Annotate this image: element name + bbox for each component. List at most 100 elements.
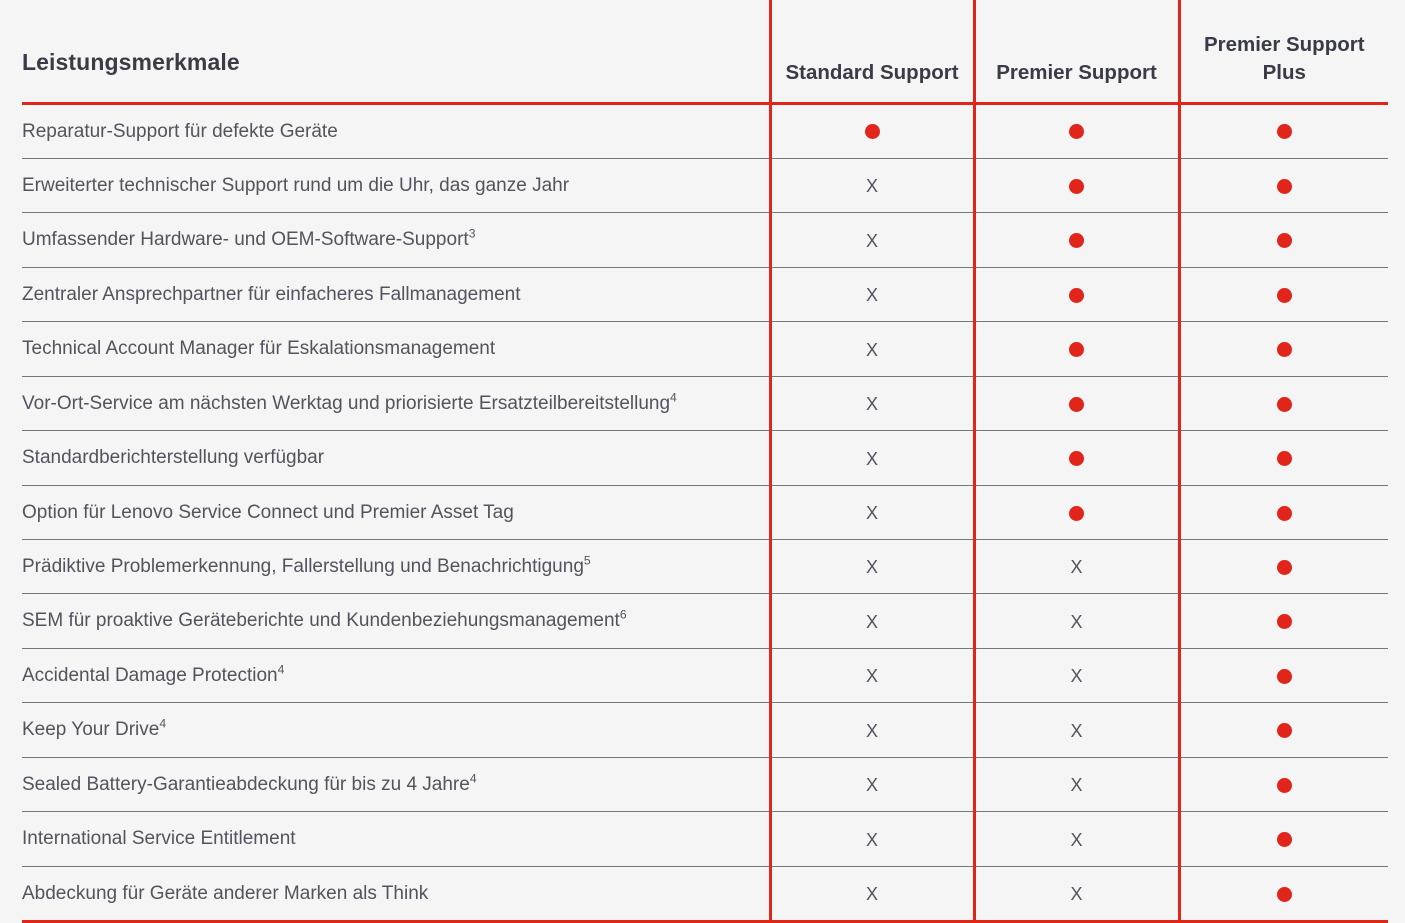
included-dot-icon	[1276, 559, 1292, 575]
cell-standard-support: X	[768, 648, 974, 704]
cell-premier-support-plus	[1177, 702, 1388, 758]
table-row: Option für Lenovo Service Connect und Pr…	[22, 485, 1388, 541]
cell-premier-support-plus	[1177, 811, 1388, 867]
excluded-x-icon: X	[865, 611, 878, 632]
feature-text: Accidental Damage Protection	[22, 664, 278, 686]
cell-standard-support: X	[768, 267, 974, 323]
included-dot-icon	[1276, 287, 1292, 303]
excluded-x-icon: X	[1070, 720, 1083, 741]
table-row: SEM für proaktive Geräteberichte und Kun…	[22, 593, 1388, 649]
included-dot-icon	[864, 124, 880, 140]
cell-standard-support: X	[768, 321, 974, 377]
table-row: Erweiterter technischer Support rund um …	[22, 158, 1388, 214]
feature-text: Keep Your Drive	[22, 719, 160, 741]
excluded-x-icon: X	[865, 176, 878, 197]
included-dot-icon	[1276, 614, 1292, 630]
cell-standard-support: X	[768, 757, 974, 813]
table-row: Accidental Damage Protection4 X X	[22, 648, 1388, 704]
cell-premier-support-plus	[1177, 267, 1388, 323]
header-row: Leistungsmerkmale Standard Support Premi…	[22, 0, 1388, 105]
cell-premier-support	[972, 376, 1179, 432]
footnote-marker: 4	[277, 662, 285, 677]
cell-premier-support-plus	[1177, 321, 1388, 377]
feature-text: Sealed Battery-Garantieabdeckung für bis…	[22, 773, 470, 795]
column-header-standard-support: Standard Support	[768, 0, 974, 105]
included-dot-icon	[1276, 832, 1292, 848]
cell-standard-support: X	[768, 158, 974, 214]
feature-text: Zentraler Ansprechpartner für einfachere…	[22, 283, 521, 305]
excluded-x-icon: X	[865, 884, 878, 905]
feature-text: SEM für proaktive Geräteberichte und Kun…	[22, 610, 620, 632]
feature-label: Accidental Damage Protection4	[22, 648, 770, 704]
cell-premier-support: X	[972, 539, 1179, 595]
excluded-x-icon: X	[865, 666, 878, 687]
cell-standard-support: X	[768, 702, 974, 758]
feature-label: Abdeckung für Geräte anderer Marken als …	[22, 866, 770, 923]
table-row: Zentraler Ansprechpartner für einfachere…	[22, 267, 1388, 323]
excluded-x-icon: X	[1070, 829, 1083, 850]
excluded-x-icon: X	[865, 230, 878, 251]
column-header-premier-support: Premier Support	[972, 0, 1179, 105]
support-plan-comparison-table: Leistungsmerkmale Standard Support Premi…	[22, 0, 1388, 923]
included-dot-icon	[1276, 723, 1292, 739]
feature-text: International Service Entitlement	[22, 828, 296, 850]
cell-standard-support: X	[768, 866, 974, 923]
table-row: Prädiktive Problemerkennung, Fallerstell…	[22, 539, 1388, 595]
table-row: Vor-Ort-Service am nächsten Werktag und …	[22, 376, 1388, 432]
cell-premier-support-plus	[1177, 593, 1388, 649]
cell-premier-support-plus	[1177, 212, 1388, 268]
feature-text: Erweiterter technischer Support rund um …	[22, 174, 570, 196]
feature-label: Sealed Battery-Garantieabdeckung für bis…	[22, 757, 770, 813]
included-dot-icon	[1276, 886, 1292, 902]
feature-label: Option für Lenovo Service Connect und Pr…	[22, 485, 770, 541]
cell-premier-support	[972, 103, 1179, 159]
feature-label: Erweiterter technischer Support rund um …	[22, 158, 770, 214]
included-dot-icon	[1276, 505, 1292, 521]
feature-label: SEM für proaktive Geräteberichte und Kun…	[22, 593, 770, 649]
cell-standard-support: X	[768, 485, 974, 541]
cell-premier-support	[972, 321, 1179, 377]
cell-premier-support: X	[972, 811, 1179, 867]
excluded-x-icon: X	[865, 503, 878, 524]
excluded-x-icon: X	[865, 394, 878, 415]
cell-premier-support-plus	[1177, 430, 1388, 486]
footnote-marker: 3	[468, 227, 476, 242]
cell-premier-support: X	[972, 702, 1179, 758]
excluded-x-icon: X	[865, 720, 878, 741]
excluded-x-icon: X	[865, 775, 878, 796]
feature-label: Vor-Ort-Service am nächsten Werktag und …	[22, 376, 770, 432]
included-dot-icon	[1276, 451, 1292, 467]
column-header-premier-support-plus: Premier Support Plus	[1177, 0, 1388, 105]
cell-premier-support	[972, 485, 1179, 541]
cell-standard-support: X	[768, 212, 974, 268]
cell-premier-support-plus	[1177, 103, 1388, 159]
included-dot-icon	[1069, 124, 1084, 140]
cell-premier-support	[972, 158, 1179, 214]
cell-premier-support-plus	[1177, 376, 1388, 432]
feature-label: Zentraler Ansprechpartner für einfachere…	[22, 267, 770, 323]
cell-premier-support-plus	[1177, 158, 1388, 214]
excluded-x-icon: X	[1070, 557, 1083, 578]
included-dot-icon	[1276, 777, 1292, 793]
footnote-marker: 4	[469, 771, 477, 786]
table-row: Abdeckung für Geräte anderer Marken als …	[22, 866, 1388, 923]
included-dot-icon	[1069, 396, 1084, 412]
included-dot-icon	[1069, 287, 1084, 303]
feature-text: Vor-Ort-Service am nächsten Werktag und …	[22, 392, 671, 414]
cell-standard-support: X	[768, 539, 974, 595]
table-body: Reparatur-Support für defekte Geräte Erwe…	[22, 103, 1388, 923]
included-dot-icon	[1069, 342, 1084, 358]
included-dot-icon	[1276, 342, 1292, 358]
included-dot-icon	[1069, 505, 1084, 521]
cell-standard-support: X	[768, 430, 974, 486]
excluded-x-icon: X	[1070, 666, 1083, 687]
cell-premier-support	[972, 430, 1179, 486]
feature-text: Technical Account Manager für Eskalation…	[22, 338, 496, 360]
feature-label: Standardberichterstellung verfügbar	[22, 430, 770, 486]
table-row: Keep Your Drive4 X X	[22, 702, 1388, 758]
feature-label: Reparatur-Support für defekte Geräte	[22, 103, 770, 159]
cell-premier-support	[972, 267, 1179, 323]
excluded-x-icon: X	[865, 829, 878, 850]
feature-text: Abdeckung für Geräte anderer Marken als …	[22, 882, 429, 904]
cell-premier-support: X	[972, 593, 1179, 649]
